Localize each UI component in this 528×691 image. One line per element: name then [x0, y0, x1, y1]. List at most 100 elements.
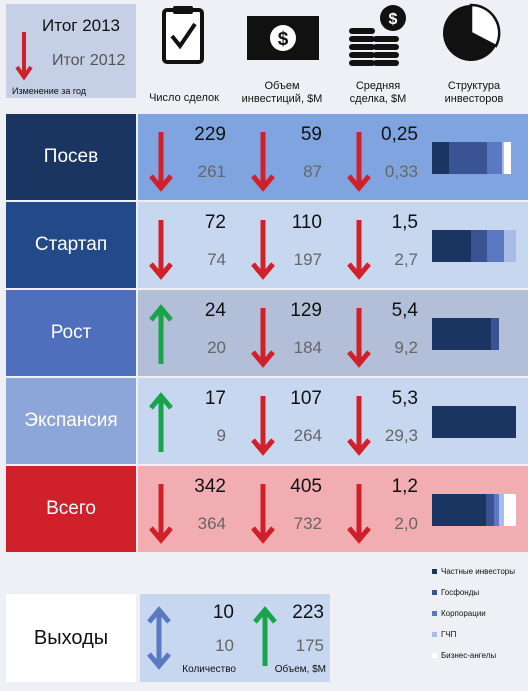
row-label: Посев	[6, 114, 136, 200]
column-header-investors: Структура инвесторов	[444, 80, 504, 105]
deals-value-2012: 261	[197, 162, 226, 181]
investor-legend: Частные инвесторы Госфонды Корпорации ГЧП Би…	[432, 561, 528, 666]
row-label: Рост	[6, 290, 136, 376]
legend-swatch	[432, 590, 437, 595]
avg_deal-down-arrow-icon	[347, 132, 371, 192]
avg_deal-value-2013: 5,4	[391, 300, 418, 321]
deals-value-2012: 74	[207, 250, 226, 269]
coin-stack-icon: $	[349, 5, 406, 66]
investments-value-2013: 59	[300, 124, 322, 145]
investments-value-2012: 732	[293, 514, 322, 533]
key-label-2013: Итог 2013	[42, 16, 121, 35]
legend-label: Бизнес-ангелы	[441, 651, 497, 660]
svg-text:$: $	[278, 29, 289, 50]
legend-label: ГЧП	[441, 630, 457, 639]
investor-structure-bar	[432, 494, 516, 526]
deals-down-arrow-icon	[149, 220, 173, 280]
investor-segment-3	[504, 230, 516, 262]
investments-value-2012: 197	[293, 250, 322, 269]
avg_deal-value-2013: 0,25	[381, 124, 418, 145]
avg_deal-value-2012: 9,2	[394, 338, 418, 357]
avg_deal-down-arrow-icon	[347, 220, 371, 280]
svg-text:$: $	[389, 11, 398, 28]
clipboard-check-icon	[162, 6, 204, 64]
investor-segment-2	[487, 230, 505, 262]
exits-volume-2012: 175	[295, 636, 324, 655]
deals-value-2012: 20	[207, 338, 226, 357]
investor-structure-bar	[432, 230, 516, 262]
investor-structure-bar	[432, 318, 516, 350]
deals-up-arrow-icon	[149, 304, 173, 364]
deals-value-2012: 364	[197, 514, 226, 533]
exits-count-2012: 10	[215, 636, 234, 655]
investor-segment-0	[432, 494, 486, 526]
investor-structure-bar	[432, 142, 516, 174]
legend-label: Госфонды	[441, 588, 480, 597]
deals-down-arrow-icon	[149, 132, 173, 192]
avg_deal-value-2012: 29,3	[384, 426, 418, 445]
investments-down-arrow-icon	[251, 396, 275, 456]
avg_deal-value-2012: 2,7	[394, 250, 418, 269]
legend-item: ГЧП	[432, 624, 528, 645]
legend-swatch	[432, 653, 437, 658]
row-label: Экспансия	[6, 378, 136, 464]
exits-volume-up-arrow-icon	[253, 606, 277, 666]
avg_deal-down-arrow-icon	[347, 484, 371, 544]
avg_deal-value-2013: 5,3	[391, 388, 418, 409]
exits-count-2013: 10	[212, 602, 234, 623]
investor-structure-bar	[432, 406, 516, 438]
investor-segment-0	[432, 406, 516, 438]
key-label-2012: Итог 2012	[52, 52, 126, 69]
investments-value-2012: 264	[293, 426, 322, 445]
investor-segment-0	[432, 142, 449, 174]
legend-label: Частные инвесторы	[441, 567, 516, 576]
exits-volume-label: Объем, $M	[274, 664, 326, 675]
exits-volume-2013: 223	[292, 602, 324, 623]
exits-panel: 10 10 Количество 223 175 Объем, $M	[140, 594, 330, 682]
investor-segment-0	[432, 230, 471, 262]
investments-down-arrow-icon	[251, 308, 275, 368]
investor-segment-1	[470, 230, 488, 262]
investments-down-arrow-icon	[251, 132, 275, 192]
investments-down-arrow-icon	[251, 220, 275, 280]
investments-down-arrow-icon	[251, 484, 275, 544]
investor-segment-4	[504, 142, 511, 174]
investor-segment-0	[432, 318, 491, 350]
pie-chart-icon	[443, 3, 501, 61]
key-change-label: Изменение за год	[12, 86, 87, 96]
row-label: Стартап	[6, 202, 136, 288]
investments-value-2012: 184	[293, 338, 322, 357]
legend-item: Бизнес-ангелы	[432, 645, 528, 666]
investor-segment-1	[490, 318, 500, 350]
investor-segment-4	[504, 494, 516, 526]
column-header-investments: Объем инвестиций, $M	[241, 80, 323, 105]
avg_deal-value-2013: 1,5	[391, 212, 418, 233]
deals-down-arrow-icon	[149, 484, 173, 544]
legend-item: Госфонды	[432, 582, 528, 603]
deals-up-arrow-icon	[149, 392, 173, 452]
legend-swatch	[432, 569, 437, 574]
deals-value-2012: 9	[216, 426, 226, 445]
column-header-deals: Число сделок	[149, 92, 219, 104]
deals-value-2013: 17	[204, 388, 226, 409]
investor-segment-3	[499, 494, 505, 526]
investments-value-2012: 87	[303, 162, 322, 181]
avg_deal-value-2012: 0,33	[384, 162, 418, 181]
legend-swatch	[432, 632, 437, 637]
investor-segment-1	[485, 494, 495, 526]
avg_deal-down-arrow-icon	[347, 396, 371, 456]
exits-label: Выходы	[6, 594, 136, 682]
legend-item: Частные инвесторы	[432, 561, 528, 582]
investor-segment-1	[448, 142, 488, 174]
investor-segment-2	[487, 142, 502, 174]
legend-label: Корпорации	[441, 609, 486, 618]
deals-value-2013: 24	[204, 300, 226, 321]
banknote-dollar-icon: $	[247, 16, 319, 60]
avg_deal-down-arrow-icon	[347, 308, 371, 368]
avg_deal-value-2013: 1,2	[391, 476, 418, 497]
key-arrow-icon	[15, 32, 33, 81]
investor-segment-3	[501, 142, 505, 174]
avg_deal-value-2012: 2,0	[394, 514, 418, 533]
legend-swatch	[432, 611, 437, 616]
